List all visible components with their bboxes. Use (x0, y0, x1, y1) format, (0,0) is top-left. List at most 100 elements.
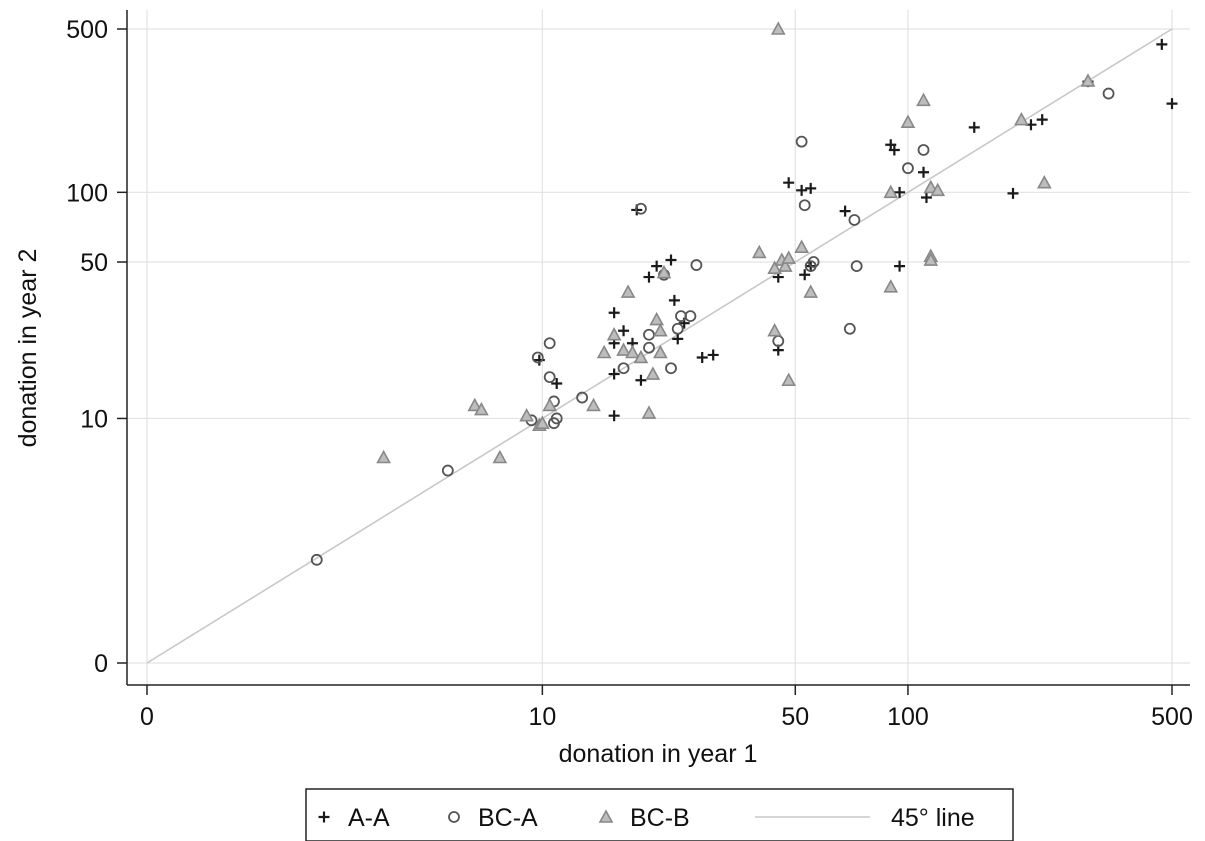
point-bc-b (535, 415, 550, 429)
point-a-a (707, 349, 719, 361)
x-axis-title: donation in year 1 (559, 740, 758, 768)
legend-plus-marker (318, 811, 330, 823)
point-a-a (668, 294, 680, 306)
point-bc-b (653, 323, 668, 337)
x-tick-label: 10 (528, 703, 556, 731)
axis-ticks: 0 10 50 100 500 0 10 50 100 500 (66, 16, 1193, 731)
point-bc-b (1037, 175, 1052, 189)
point-bc-b (883, 184, 899, 199)
point-bc-a (576, 391, 589, 404)
point-bc-a (617, 362, 630, 375)
point-bc-a (543, 371, 556, 383)
point-bc-a (310, 553, 323, 566)
point-bc-b (606, 327, 622, 341)
point-bc-b (492, 449, 508, 464)
point-a-a (551, 377, 563, 389)
legend-label-45-line: 45° line (891, 804, 975, 832)
point-a-a (894, 260, 906, 272)
point-a-a (608, 410, 620, 422)
point-a-a (643, 271, 655, 283)
point-a-a (918, 166, 930, 178)
point-bc-a (848, 214, 861, 226)
point-bc-b (649, 311, 665, 326)
y-tick-label: 10 (80, 405, 108, 433)
point-bc-a (550, 412, 563, 425)
legend-item-45-line: 45° line (755, 804, 975, 832)
point-a-a (1156, 38, 1168, 50)
point-bc-a (684, 310, 697, 323)
point-a-a (920, 192, 932, 204)
point-bc-b (930, 182, 946, 197)
point-bc-b (656, 264, 672, 279)
point-a-a (608, 307, 620, 319)
legend-item-a-a: A-A (318, 804, 390, 832)
point-a-a (783, 177, 795, 189)
legend-item-bc-b: BC-B (598, 804, 690, 832)
point-bc-a (671, 322, 684, 335)
point-bc-a (441, 464, 454, 477)
point-a-a (888, 144, 900, 156)
reference-line-45 (146, 28, 1173, 664)
point-bc-a (690, 259, 703, 271)
point-a-a (799, 269, 811, 281)
point-bc-b (770, 21, 786, 35)
point-a-a (672, 333, 684, 345)
point-bc-b (1014, 111, 1029, 126)
point-a-a (1166, 98, 1178, 110)
point-a-a (608, 368, 620, 380)
point-bc-a (675, 310, 687, 323)
point-bc-b (474, 401, 489, 416)
y-tick-label: 50 (80, 249, 108, 277)
point-bc-b (777, 258, 793, 272)
point-bc-b (620, 284, 636, 298)
point-bc-b (645, 366, 661, 380)
point-bc-a (850, 260, 863, 272)
point-a-a (894, 186, 906, 198)
x-tick-label: 500 (1151, 703, 1193, 731)
y-tick-label: 500 (66, 16, 108, 44)
point-bc-b (542, 397, 558, 412)
point-bc-b (767, 260, 782, 274)
point-bc-a (807, 256, 820, 268)
point-bc-b (519, 408, 534, 422)
point-bc-b (586, 397, 601, 412)
point-a-a (796, 184, 808, 196)
x-tick-label: 50 (781, 703, 809, 731)
legend: A-A BC-A BC-B 45° line (305, 788, 1014, 841)
legend-item-bc-a: BC-A (448, 804, 538, 832)
point-bc-a (917, 144, 930, 156)
point-a-a (696, 351, 708, 363)
point-bc-b (767, 323, 782, 337)
point-bc-b (803, 284, 819, 298)
x-tick-label: 0 (140, 703, 154, 731)
point-bc-b (781, 250, 797, 264)
point-bc-b (641, 405, 657, 419)
point-bc-b (923, 252, 939, 266)
y-tick-label: 100 (66, 179, 108, 207)
point-a-a (1036, 114, 1048, 126)
point-bc-a (902, 162, 914, 175)
point-bc-a (665, 362, 677, 375)
legend-label-bc-b: BC-B (630, 804, 690, 832)
point-bc-b (794, 239, 809, 253)
data-points (310, 21, 1178, 566)
point-bc-b (923, 179, 939, 194)
point-bc-a (772, 335, 785, 347)
point-bc-b (900, 114, 916, 128)
point-bc-a (531, 351, 544, 364)
point-a-a (618, 325, 630, 337)
point-bc-b (467, 397, 483, 412)
point-bc-b (751, 244, 767, 259)
legend-circle-marker (448, 811, 460, 823)
point-bc-b (883, 279, 899, 293)
point-a-a (651, 260, 663, 272)
point-bc-b (781, 372, 797, 387)
point-bc-a (843, 322, 856, 335)
point-bc-a (635, 202, 647, 215)
point-bc-b (616, 342, 631, 356)
point-a-a (839, 205, 851, 217)
point-a-a (635, 374, 647, 386)
legend-label-bc-a: BC-A (478, 804, 538, 832)
point-bc-b (625, 344, 640, 359)
